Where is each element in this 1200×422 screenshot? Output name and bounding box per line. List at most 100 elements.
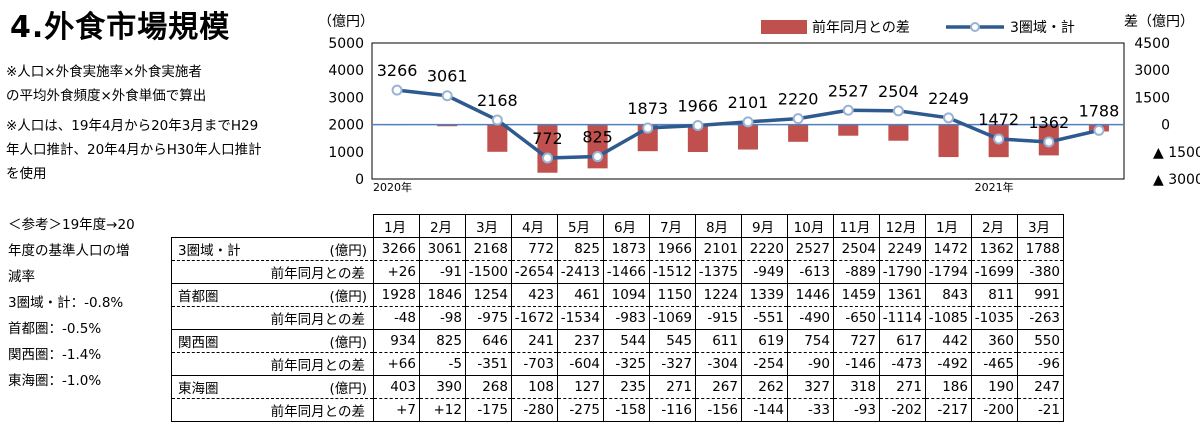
diff-cell: -983 — [603, 306, 650, 330]
total-data-label: 2101 — [728, 93, 769, 112]
right-axis-tick: 3000 — [1134, 63, 1170, 79]
month-header: 4月 — [511, 214, 558, 238]
total-point — [592, 151, 604, 163]
reference-line: 東海圏：‐1.0% — [8, 373, 102, 389]
left-axis-tick: 0 — [355, 172, 364, 188]
value-cell: 934 — [373, 329, 420, 353]
total-data-label: 2527 — [828, 81, 869, 100]
value-cell: 2220 — [741, 237, 788, 261]
value-cell: 1446 — [787, 283, 834, 307]
value-cell: 262 — [741, 375, 788, 399]
table-row: 3圏域・計 (億円) 3266 3061 2168 772 825 1873 1966 2101 2… — [171, 237, 1064, 261]
diff-bar — [938, 124, 959, 158]
value-cell: 1362 — [971, 237, 1018, 261]
year-marker: 2021年 — [975, 180, 1014, 194]
table-row-diff: 前年同月との差 +7 +12 -175 -280 -275 -158 -116 -156 -144… — [171, 398, 1064, 422]
value-cell: 442 — [925, 329, 972, 353]
total-data-label: 2168 — [477, 91, 518, 110]
total-point — [642, 122, 654, 134]
diff-cell: -465 — [971, 352, 1018, 376]
value-cell: 1339 — [741, 283, 788, 307]
value-cell: 2101 — [695, 237, 742, 261]
total-point — [993, 133, 1005, 145]
total-data-label: 1873 — [627, 99, 668, 118]
total-point — [792, 113, 804, 125]
total-point — [1093, 124, 1105, 136]
value-cell: 2527 — [787, 237, 834, 261]
value-cell: 247 — [1017, 375, 1064, 399]
reference-line: 減率 — [8, 269, 35, 285]
reference-line: 年度の基準人口の増 — [8, 243, 130, 259]
diff-cell: -5 — [419, 352, 466, 376]
total-point — [441, 90, 453, 102]
total-point — [943, 112, 955, 124]
row-label: 東海圏 (億円) — [171, 375, 374, 399]
value-cell: 2249 — [879, 237, 926, 261]
diff-cell: -604 — [557, 352, 604, 376]
table-header-row: 1月 2月 3月 4月 5月 6月 7月 8月 9月 10月 11月 12月 1月 2月 3月 — [172, 214, 1064, 238]
diff-cell: -200 — [971, 398, 1018, 422]
data-table: 1月 2月 3月 4月 5月 6月 7月 8月 9月 10月 11月 12月 1月 2月 3月 3圏域・計 (億… — [171, 214, 1064, 422]
diff-cell: -915 — [695, 306, 742, 330]
month-header: 1月 — [373, 214, 420, 238]
diff-cell: -1672 — [511, 306, 558, 330]
reference-line: 3圏域・計：‐0.8% — [8, 295, 124, 311]
total-point — [541, 152, 553, 164]
reference-line: ＜参考＞19年度→20 — [8, 217, 135, 233]
value-cell: 108 — [511, 375, 558, 399]
left-axis-tick: 2000 — [328, 118, 364, 134]
total-point — [491, 114, 503, 126]
table-row-diff: 前年同月との差 +66 -5 -351 -703 -604 -325 -327 -304 -254… — [171, 352, 1064, 376]
diff-cell: -1512 — [649, 260, 696, 284]
table-corner — [172, 215, 374, 238]
diff-cell: -144 — [741, 398, 788, 422]
value-cell: 727 — [833, 329, 880, 353]
diff-cell: -98 — [419, 306, 466, 330]
value-cell: 754 — [787, 329, 834, 353]
legend-bar-label: 前年同月との差 — [812, 19, 910, 36]
value-cell: 843 — [925, 283, 972, 307]
value-cell: 825 — [557, 237, 604, 261]
diff-bar — [437, 124, 458, 127]
year-marker: 2020年 — [373, 180, 412, 194]
value-cell: 1873 — [603, 237, 650, 261]
diff-cell: -90 — [787, 352, 834, 376]
diff-cell: -275 — [557, 398, 604, 422]
diff-cell: -1790 — [879, 260, 926, 284]
total-point — [1043, 136, 1055, 148]
total-data-label: 1472 — [978, 110, 1019, 129]
diff-bar — [737, 124, 759, 150]
diff-cell: -33 — [787, 398, 834, 422]
month-header: 3月 — [465, 214, 512, 238]
month-header: 10月 — [787, 214, 834, 238]
total-data-label: 825 — [582, 128, 613, 147]
total-point — [742, 116, 754, 128]
value-cell: 1150 — [649, 283, 696, 307]
diff-cell: -327 — [649, 352, 696, 376]
value-cell: 390 — [419, 375, 466, 399]
table-row: 首都圏 (億円) 1928 1846 1254 423 461 1094 1150 1224 133… — [171, 283, 1064, 307]
diff-cell: -91 — [419, 260, 466, 284]
diff-cell: -116 — [649, 398, 696, 422]
total-data-label: 2249 — [928, 89, 969, 108]
right-axis-tick: 0 — [1161, 118, 1170, 134]
value-cell: 403 — [373, 375, 420, 399]
page-title: 4.外食市場規模 — [10, 10, 231, 45]
diff-cell: -975 — [465, 306, 512, 330]
total-data-label: 2504 — [878, 82, 919, 101]
note-line: ※人口×外食実施率×外食実施者 — [6, 64, 202, 80]
diff-cell: -889 — [833, 260, 880, 284]
value-cell: 545 — [649, 329, 696, 353]
value-cell: 360 — [971, 329, 1018, 353]
value-cell: 267 — [695, 375, 742, 399]
total-data-label: 2220 — [778, 90, 819, 109]
diff-cell: -93 — [833, 398, 880, 422]
diff-row-label: 前年同月との差 — [171, 306, 374, 330]
diff-cell: -254 — [741, 352, 788, 376]
diff-bar — [687, 124, 708, 153]
value-cell: 190 — [971, 375, 1018, 399]
left-axis-unit: （億円） — [318, 14, 374, 30]
value-cell: 1254 — [465, 283, 512, 307]
diff-cell: +66 — [373, 352, 420, 376]
diff-cell: -1375 — [695, 260, 742, 284]
